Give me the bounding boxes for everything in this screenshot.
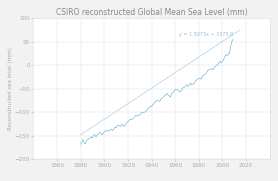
Text: y = 1.5073x − 3375.8: y = 1.5073x − 3375.8 <box>179 32 233 37</box>
Title: CSIRO reconstructed Global Mean Sea Level (mm): CSIRO reconstructed Global Mean Sea Leve… <box>56 8 247 17</box>
Y-axis label: Reconstructed sea level (mm): Reconstructed sea level (mm) <box>8 47 13 130</box>
